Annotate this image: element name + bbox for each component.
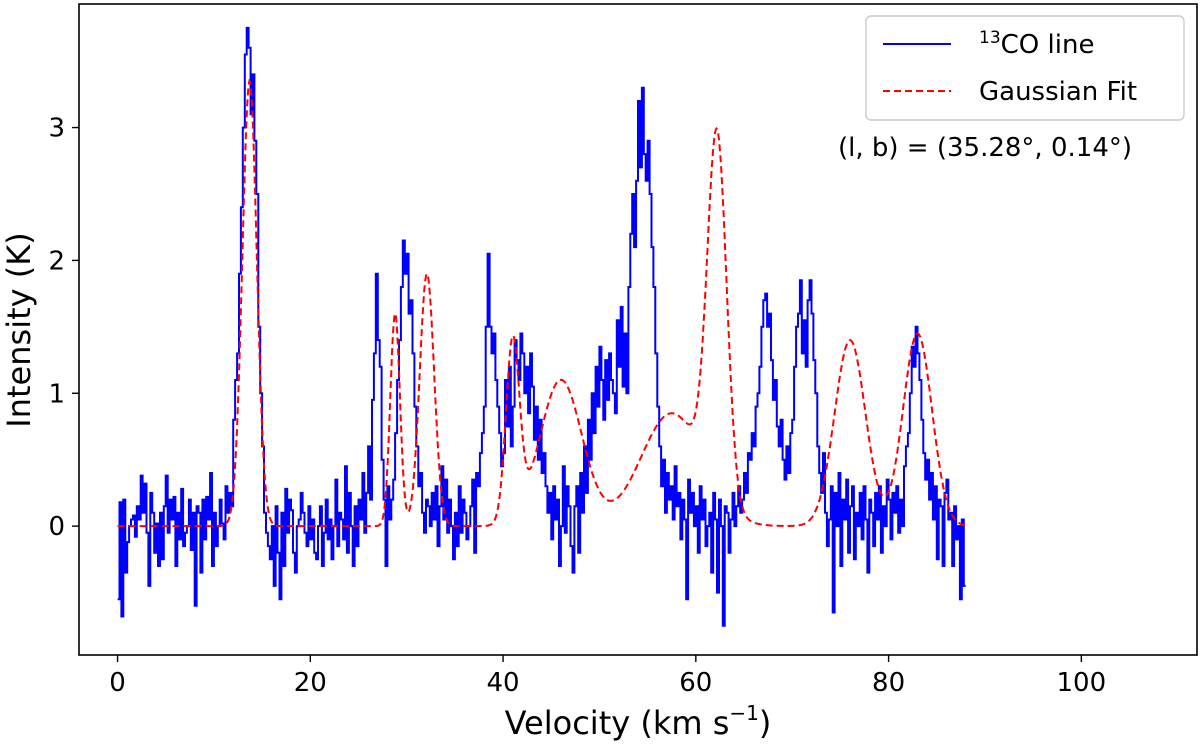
- legend-label-13co-line: 13CO line: [979, 28, 1094, 60]
- x-axis-title: Velocity (km s−1): [505, 701, 772, 742]
- coordinate-annotation: (l, b) = (35.28°, 0.14°): [829, 122, 1192, 170]
- x-axis-title-superscript: −1: [729, 701, 758, 725]
- series-13co-line: [117, 26, 966, 627]
- x-tick-label: 20: [294, 668, 327, 698]
- x-axis-title-end: ): [759, 704, 771, 742]
- y-tick-label: 3: [48, 114, 65, 144]
- y-tick-label: 1: [48, 379, 65, 409]
- coordinate-annotation-box: [829, 122, 1192, 170]
- legend-label-13co-line-sup: 13: [979, 28, 1001, 48]
- series-gaussian-fit: [117, 78, 966, 528]
- x-tick-label: 40: [487, 668, 520, 698]
- x-tick-label: 0: [109, 668, 126, 698]
- x-tick-label: 80: [872, 668, 905, 698]
- x-tick-label: 60: [679, 668, 712, 698]
- y-tick-label: 0: [48, 512, 65, 542]
- plot-area: [117, 26, 966, 627]
- coordinate-annotation-text: (l, b) = (35.28°, 0.14°): [838, 133, 1132, 163]
- legend: 13CO line Gaussian Fit: [865, 15, 1185, 121]
- x-tick-label: 100: [1057, 668, 1107, 698]
- y-axis-title: Intensity (K): [0, 232, 38, 427]
- y-tick-label: 2: [48, 246, 65, 276]
- legend-frame: [865, 15, 1185, 121]
- legend-label-13co-line-main: CO line: [1001, 30, 1095, 60]
- legend-label-gaussian-fit: Gaussian Fit: [979, 77, 1137, 107]
- x-axis-title-main: Velocity (km s: [505, 704, 730, 742]
- plot-frame: [78, 3, 1198, 656]
- y-axis: 0 1 2 3: [48, 114, 79, 542]
- x-axis: 0 20 40 60 80 100: [109, 655, 1106, 698]
